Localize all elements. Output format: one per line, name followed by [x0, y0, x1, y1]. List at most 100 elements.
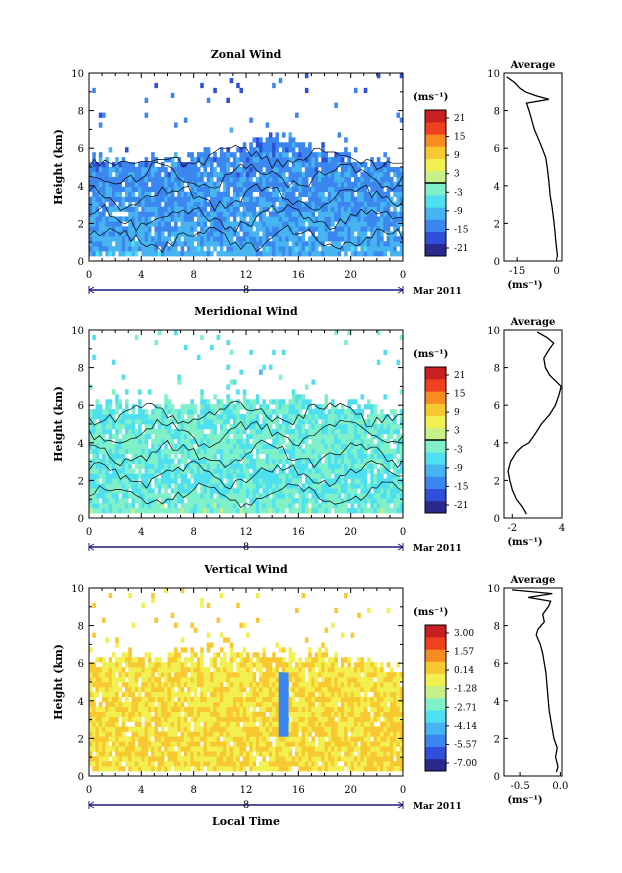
heatmap-cell	[147, 508, 152, 514]
heatmap-cell	[347, 196, 351, 202]
heatmap-cell	[321, 152, 325, 158]
heatmap-cell	[193, 721, 198, 727]
heatmap-cell	[213, 211, 217, 217]
heatmap-cell	[121, 726, 126, 732]
heatmap-cell	[180, 647, 185, 653]
heatmap-cell	[249, 162, 253, 168]
heatmap-cell	[92, 701, 96, 708]
heatmap-cell	[95, 167, 100, 173]
heatmap-cell	[164, 463, 168, 469]
heatmap-cell	[350, 236, 355, 242]
heatmap-cell	[386, 433, 391, 440]
heatmap-cell	[262, 201, 266, 207]
heatmap-cell	[337, 206, 342, 212]
heatmap-cell	[399, 167, 404, 173]
heatmap-cell	[337, 231, 342, 237]
heatmap-cell	[380, 162, 384, 168]
heatmap-cell	[102, 677, 106, 683]
heatmap-cell	[102, 221, 106, 227]
heatmap-cell	[383, 503, 387, 509]
heatmap-cell	[174, 162, 178, 168]
heatmap-cell	[314, 493, 319, 499]
heatmap-cell	[242, 503, 247, 509]
heatmap-cell	[187, 711, 191, 717]
heatmap-cell	[226, 404, 230, 410]
heatmap-cell	[177, 424, 181, 430]
heatmap-cell	[147, 167, 152, 173]
heatmap-cell	[95, 756, 100, 762]
heatmap-cell	[124, 171, 129, 178]
heatmap-cell	[196, 508, 201, 514]
heatmap-cell	[160, 438, 165, 445]
heatmap-cell	[167, 736, 172, 742]
heatmap-cell	[200, 196, 204, 202]
heatmap-cell	[255, 438, 260, 445]
heatmap-cell	[353, 87, 358, 94]
heatmap-cell	[154, 414, 158, 420]
heatmap-cell	[373, 206, 378, 212]
heatmap-cell	[206, 157, 211, 163]
heatmap-cell	[210, 171, 214, 178]
heatmap-cell	[95, 226, 100, 232]
colorbar-segment	[425, 476, 446, 489]
heatmap-cell	[331, 468, 335, 474]
heatmap-cell	[200, 503, 204, 509]
heatmap-cell	[170, 731, 175, 737]
heatmap-cell	[285, 152, 289, 158]
heatmap-cell	[108, 731, 113, 737]
heatmap-cell	[350, 503, 355, 509]
heatmap-cell	[246, 176, 250, 183]
heatmap-cell	[259, 483, 263, 489]
heatmap-cell	[157, 672, 162, 678]
heatmap-cell	[278, 142, 283, 148]
heatmap-cell	[206, 241, 211, 247]
heatmap-cell	[92, 602, 96, 609]
heatmap-cell	[304, 399, 309, 405]
heatmap-cell	[363, 167, 368, 173]
heatmap-cell	[262, 176, 266, 183]
heatmap-cell	[236, 508, 240, 514]
heatmap-cell	[128, 443, 132, 450]
heatmap-cell	[259, 167, 263, 173]
heatmap-cell	[380, 468, 384, 474]
heatmap-cell	[232, 211, 237, 217]
heatmap-cell	[363, 221, 368, 227]
heatmap-cell	[337, 453, 342, 459]
heatmap-cell	[92, 682, 96, 688]
heatmap-cell	[95, 221, 100, 227]
heatmap-cell	[187, 404, 191, 410]
heatmap-cell	[219, 211, 224, 217]
heatmap-cell	[232, 493, 237, 499]
heatmap-cell	[203, 731, 208, 737]
heatmap-cell	[350, 478, 355, 484]
heatmap-cell	[213, 186, 217, 193]
heatmap-cell	[291, 236, 296, 242]
heatmap-cell	[105, 448, 109, 454]
heatmap-cell	[331, 404, 335, 410]
heatmap-cell	[275, 488, 280, 494]
heatmap-cell	[193, 662, 198, 668]
heatmap-cell	[170, 677, 175, 683]
heatmap-cell	[147, 756, 152, 762]
heatmap-cell	[317, 508, 322, 514]
heatmap-cell	[272, 478, 276, 484]
heatmap-cell	[174, 647, 178, 653]
heatmap-cell	[115, 399, 119, 405]
heatmap-cell	[321, 508, 325, 514]
heatmap-cell	[196, 196, 201, 202]
heatmap-cell	[131, 458, 136, 464]
heatmap-cell	[121, 652, 126, 658]
heatmap-cell	[236, 433, 240, 440]
heatmap-cell	[92, 176, 96, 183]
heatmap-cell	[291, 246, 296, 252]
heatmap-cell	[141, 186, 145, 193]
heatmap-cell	[210, 206, 214, 212]
heatmap-cell	[206, 404, 211, 410]
heatmap-cell	[357, 231, 361, 237]
heatmap-cell	[347, 236, 351, 242]
heatmap-cell	[200, 334, 204, 341]
heatmap-cell	[157, 746, 162, 752]
heatmap-cell	[219, 438, 224, 445]
heatmap-cell	[187, 216, 191, 222]
heatmap-cell	[141, 231, 145, 237]
